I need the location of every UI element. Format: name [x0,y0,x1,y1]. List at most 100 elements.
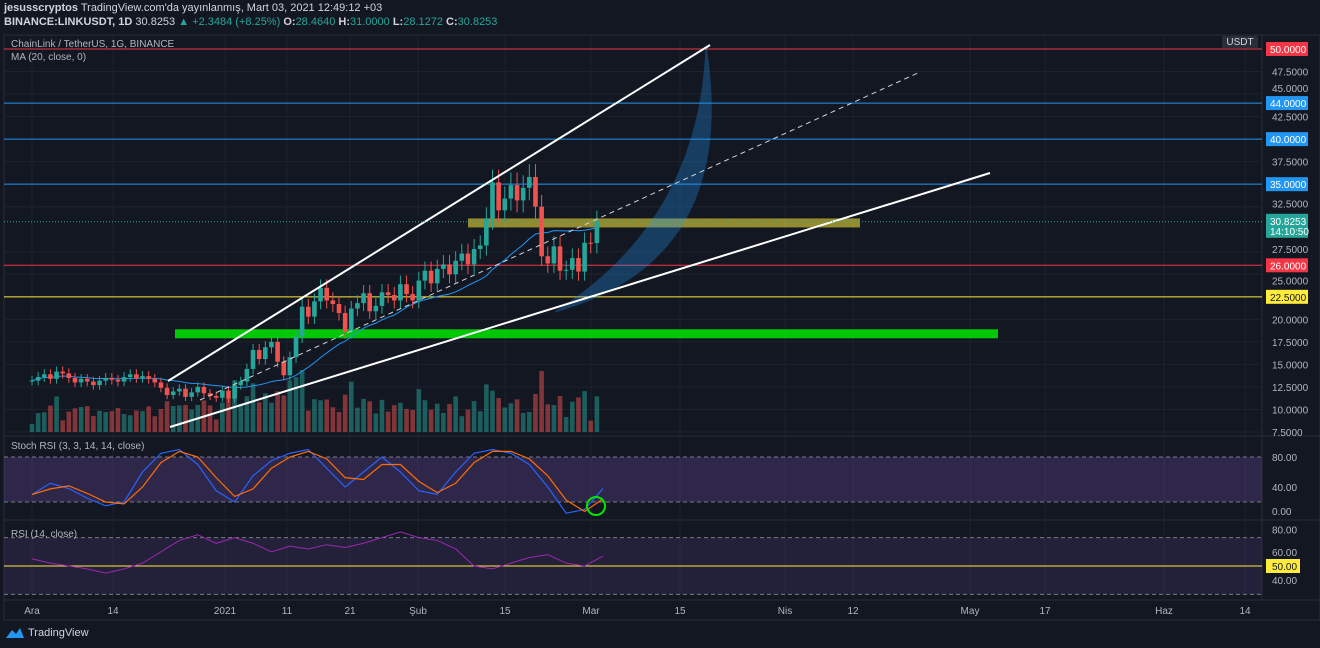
rsi-50-badge [1266,559,1300,573]
candle [447,264,452,275]
volume-bar [134,410,139,432]
candle [428,270,434,284]
candle [533,176,538,207]
price-level-badge [1266,96,1308,111]
price-level-badge [1266,258,1308,273]
stoch-k-line [31,448,604,514]
time-axis-label: 15 [674,606,686,617]
time-axis-label: 15 [499,606,511,617]
candle [256,349,262,360]
volume-bar [551,405,557,432]
volume-bar [434,403,440,432]
price-level-badge [1266,42,1308,56]
candle [189,392,194,397]
volume-bar [281,395,287,432]
time-axis-label: Şub [409,606,427,617]
candle [275,341,280,362]
candle [164,387,170,396]
candle [496,182,501,211]
candle [416,280,422,301]
tradingview-logo[interactable]: TradingView [6,627,89,639]
price-axis-label: 15.0000 [1272,360,1309,371]
candle [477,245,483,250]
candle [91,381,96,386]
candle [312,301,317,317]
candle [54,371,59,379]
price-axis-label: 10.0000 [1272,405,1309,416]
candle [306,306,311,317]
volume-bar [84,406,90,432]
volume-bar [103,412,108,432]
volume-bar [146,406,151,432]
volume-bar [428,409,434,432]
rsi-axis-label: 50.00 [1272,562,1297,573]
time-axis-label: 12 [847,606,859,617]
time-axis-label: 14 [107,606,119,617]
price-level-badge [1266,177,1308,192]
symbol-info: BINANCE:LINKUSDT, 1D 30.8253 ▲ +2.3484 (… [4,16,498,28]
volume-bar [66,411,72,432]
volume-bar [533,394,538,432]
volume-bar [563,416,569,432]
volume-bar [459,416,465,432]
candle [281,361,287,376]
price-axis-label: 27.5000 [1272,245,1309,256]
candle [539,206,544,257]
candle [115,379,121,382]
price-level-label: 50.0000 [1270,45,1307,56]
candle [348,308,354,332]
candle [41,374,47,378]
price-axis-label: 20.0000 [1272,315,1309,326]
volume-bar [471,401,477,432]
candle [220,390,225,398]
volume-bar [256,402,262,432]
volume-bar [484,384,489,432]
volume-bar [355,407,360,432]
candle [330,300,336,305]
volume-bar [164,401,170,432]
candle [459,253,465,261]
candle [410,294,415,301]
volume-bar [594,396,600,432]
candle [465,253,471,265]
upper-trendline [167,44,711,382]
lower-trendline [169,172,991,428]
candle [238,381,244,386]
candle [441,264,446,269]
candle [514,185,520,201]
volume-bar [170,406,176,432]
candle [508,185,514,199]
price-axis-label: 42.5000 [1272,113,1309,124]
candle [97,380,102,386]
price-level-label: 44.0000 [1270,99,1307,110]
mid-trendline [199,71,921,401]
volume-bar [244,396,250,432]
candle [588,242,594,244]
candle [78,378,84,383]
volume-bar [557,396,563,432]
volume-bar [48,405,53,432]
volume-bar [54,396,59,432]
publish-info: jesusscryptos TradingView.com'da yayınla… [4,2,383,14]
volume-bar [404,409,409,432]
volume-bar [220,402,225,432]
volume-bar [91,416,96,432]
candle [263,347,268,360]
time-axis-label: 17 [1039,606,1051,617]
candle [570,258,575,270]
candle [158,382,164,388]
current-price-badge [1266,213,1308,238]
candle [250,349,256,369]
chart-legend-title: ChainLink / TetherUS, 1G, BINANCE [11,39,175,50]
volume-bar [263,393,268,432]
candle [484,218,489,246]
candle [385,292,391,296]
currency-label: USDT [1226,37,1253,48]
volume-bar [416,389,422,432]
candle [232,385,237,399]
candle [318,287,323,302]
rsi-axis-label: 40.00 [1272,576,1297,587]
rsi-axis-label: 60.00 [1272,548,1297,559]
candle [134,374,139,378]
